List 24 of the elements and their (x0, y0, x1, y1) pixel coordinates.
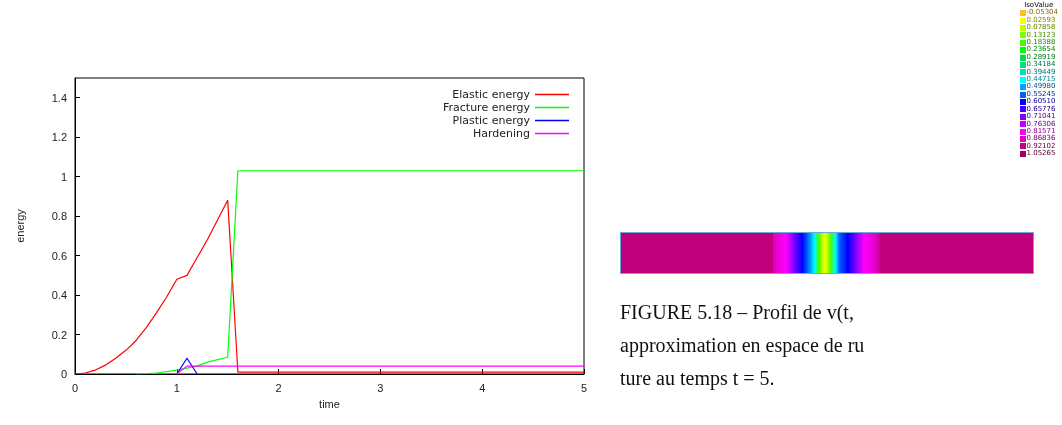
x-tick-label: 1 (173, 381, 180, 394)
x-tick-label: 2 (275, 381, 282, 394)
x-tick-label: 5 (580, 381, 588, 394)
x-tick-label: 3 (377, 381, 384, 394)
y-tick-label: 1.4 (51, 91, 67, 104)
text: ture au temps t = 5. (620, 366, 776, 392)
y-tick-label: 0.4 (51, 289, 67, 302)
y-tick-label: 0 (60, 368, 67, 380)
y-tick-label: 0.8 (51, 210, 67, 223)
legend-label: Plastic energy (452, 114, 531, 127)
caption: FIGURE 5.18 – Profil de v(t, (620, 300, 855, 326)
text: approximation en espace de ru (620, 333, 865, 359)
y-tick-label: 1.2 (51, 131, 67, 144)
y-tick-label: 1 (60, 170, 67, 183)
legend-label: Hardening (472, 127, 530, 140)
x-axis-title: time (319, 397, 340, 410)
line-series (135, 170, 585, 375)
x-tick-label: 4 (479, 381, 486, 394)
y-axis-title: energy (13, 208, 26, 243)
legend-label: Elastic energy (452, 88, 531, 101)
legend-label: Fracture energy (443, 101, 531, 114)
x-tick-label: 0 (71, 381, 79, 394)
y-tick-label: 0.6 (51, 249, 67, 262)
y-tick-label: 0.2 (51, 328, 67, 341)
